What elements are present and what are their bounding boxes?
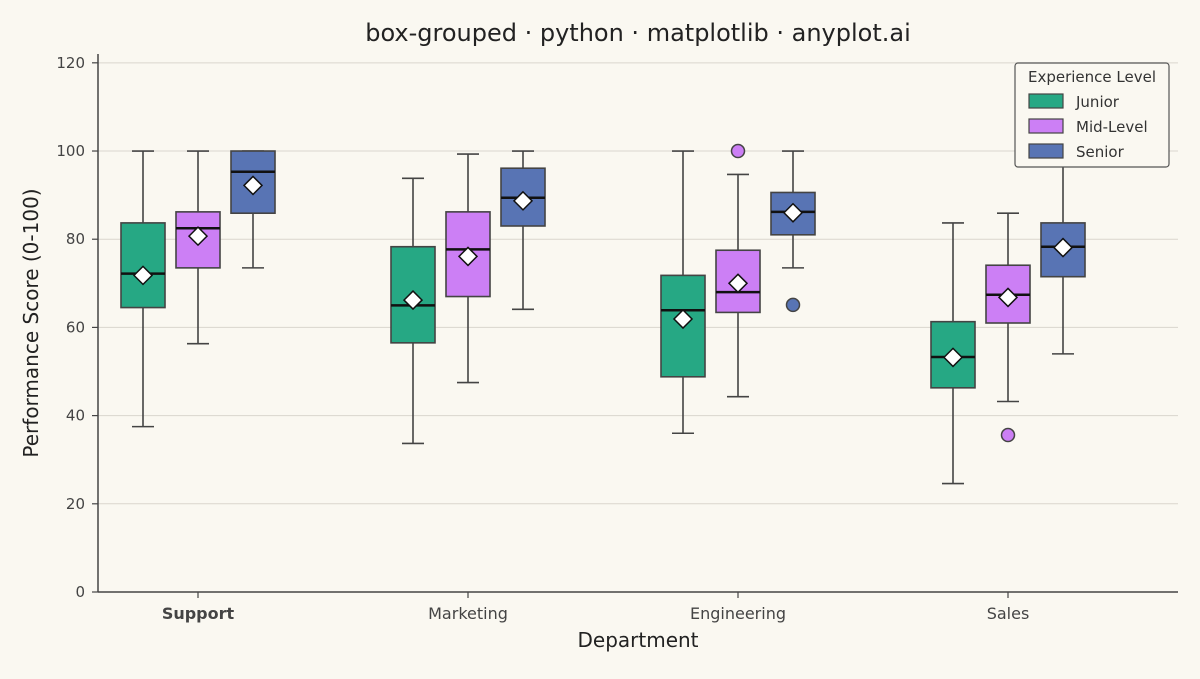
y-tick-label: 120 xyxy=(56,54,85,72)
legend-swatch xyxy=(1028,143,1064,159)
mean-marker xyxy=(782,202,804,223)
mean-marker xyxy=(187,226,209,247)
x-tick-label: Support xyxy=(162,604,235,623)
legend-swatch xyxy=(1028,118,1064,134)
y-tick-label: 40 xyxy=(66,407,85,425)
legend-label: Junior xyxy=(1075,93,1120,111)
box-group xyxy=(660,150,706,435)
legend-label: Mid-Level xyxy=(1076,118,1148,136)
box-iqr xyxy=(230,150,276,214)
legend-label: Senior xyxy=(1076,143,1125,161)
legend-swatch xyxy=(1028,93,1064,109)
box-group xyxy=(120,150,166,428)
mean-marker xyxy=(942,347,964,368)
outlier-point xyxy=(730,143,746,159)
box-iqr xyxy=(120,222,166,309)
mean-marker xyxy=(997,287,1019,308)
y-axis-label: Performance Score (0-100) xyxy=(19,188,43,457)
chart-title: box-grouped · python · matplotlib · anyp… xyxy=(365,19,911,47)
mean-marker xyxy=(672,308,694,330)
y-tick-label: 20 xyxy=(66,495,85,513)
y-tick-label: 60 xyxy=(66,318,85,336)
box-group xyxy=(715,143,761,398)
mean-marker xyxy=(242,175,264,196)
x-tick-label: Engineering xyxy=(690,604,786,623)
x-tick-label: Marketing xyxy=(428,604,508,623)
outlier-point xyxy=(1000,427,1016,443)
mean-marker xyxy=(132,265,154,286)
mean-marker xyxy=(727,273,749,294)
y-tick-label: 0 xyxy=(75,583,85,601)
mean-marker xyxy=(457,246,479,267)
box-group xyxy=(985,212,1031,443)
box-group xyxy=(390,177,436,445)
y-tick-label: 100 xyxy=(56,142,85,160)
box-group xyxy=(175,150,221,345)
mean-marker xyxy=(1052,237,1074,258)
x-axis-label: Department xyxy=(577,628,698,652)
box-group xyxy=(445,153,491,384)
outlier-point xyxy=(785,297,801,313)
box-group xyxy=(500,150,546,311)
legend-frame xyxy=(1014,62,1170,168)
box-group xyxy=(770,150,816,313)
x-tick-label: Sales xyxy=(987,604,1030,623)
legend-title: Experience Level xyxy=(1028,68,1156,86)
box-iqr xyxy=(1040,222,1086,278)
mean-marker xyxy=(402,290,424,311)
box-group xyxy=(230,150,276,269)
y-tick-label: 80 xyxy=(66,230,85,248)
mean-marker xyxy=(512,190,534,211)
legend: Experience Level Junior Mid-Level Senior xyxy=(1014,62,1170,168)
box-group xyxy=(1040,150,1086,355)
box-group xyxy=(930,222,976,485)
